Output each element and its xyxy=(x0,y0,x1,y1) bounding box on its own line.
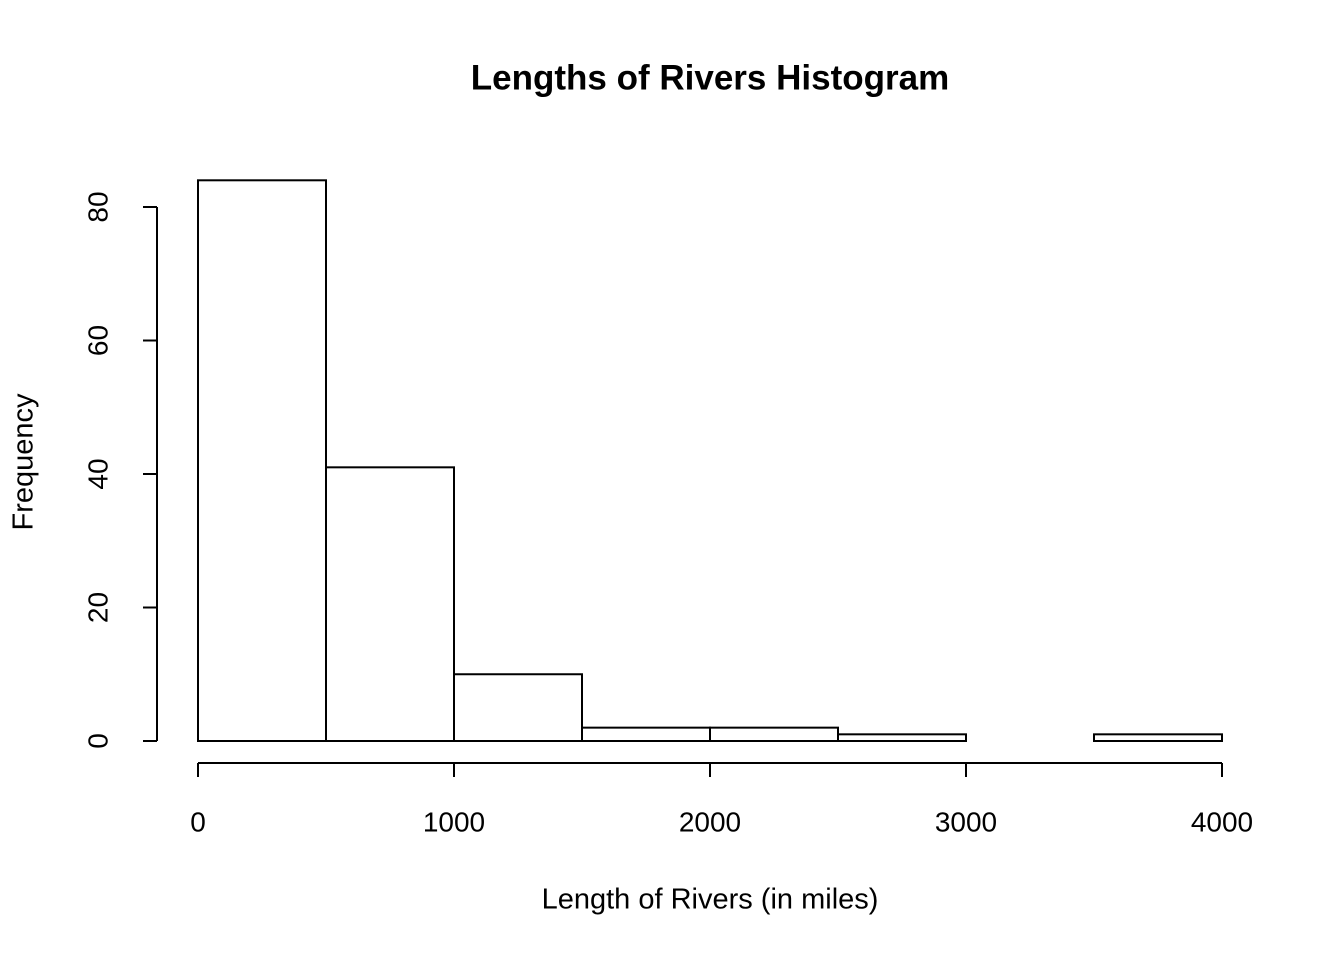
y-axis-title: Frequency xyxy=(8,393,40,531)
bar xyxy=(1093,733,1223,743)
bar xyxy=(197,179,327,743)
bar xyxy=(709,726,839,743)
x-tick-label: 0 xyxy=(190,806,206,837)
x-tick-label: 2000 xyxy=(679,806,741,837)
y-tick-label: 80 xyxy=(82,191,113,222)
x-tick-label: 3000 xyxy=(935,806,997,837)
x-tick-label: 1000 xyxy=(423,806,485,837)
y-tick-label: 0 xyxy=(82,733,113,749)
chart-title: Lengths of Rivers Histogram xyxy=(471,58,949,97)
bar xyxy=(453,673,583,742)
y-tick-label: 40 xyxy=(82,458,113,489)
bar xyxy=(581,726,711,743)
bar xyxy=(837,733,967,743)
y-tick-label: 60 xyxy=(82,325,113,356)
x-axis-title: Length of Rivers (in miles) xyxy=(542,884,879,916)
bar xyxy=(325,466,455,742)
y-tick-label: 20 xyxy=(82,592,113,623)
x-tick-label: 4000 xyxy=(1191,806,1253,837)
